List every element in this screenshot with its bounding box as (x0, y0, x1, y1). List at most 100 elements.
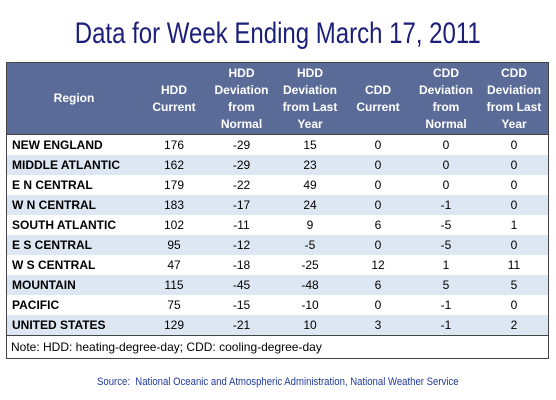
column-header-line: HDD (228, 65, 255, 80)
region-cell: PACIFIC (12, 298, 60, 312)
table-row-w-n-central: W N CENTRAL 183 -17 24 0 -1 0 (7, 195, 548, 215)
region-cell: MIDDLE ATLANTIC (7, 155, 141, 175)
table-row-e-n-central: E N CENTRAL 179 -22 49 0 0 0 (7, 175, 548, 195)
column-header-cdd-current: CDD Current (344, 63, 412, 135)
region-cell: NEW ENGLAND (12, 138, 103, 152)
column-header-line: Deviation (214, 82, 269, 97)
value-cell-hdd-deviation-from-normal: -18 (232, 258, 251, 272)
value-cell-hdd-deviation-from-normal: -21 (207, 315, 276, 335)
value-cell-hdd-deviation-from-last-year: -48 (276, 275, 344, 295)
value-cell-hdd-current: 75 (167, 298, 181, 312)
column-header-line: from (432, 99, 460, 114)
value-cell-hdd-deviation-from-last-year: -5 (276, 235, 344, 255)
value-cell-hdd-deviation-from-normal: -29 (207, 155, 276, 175)
value-cell-cdd-deviation-from-normal: 0 (442, 138, 450, 152)
value-cell-hdd-deviation-from-normal: -45 (207, 275, 276, 295)
value-cell-hdd-current: 95 (141, 235, 207, 255)
value-cell-hdd-current: 183 (141, 195, 207, 215)
table-row-united-states: UNITED STATES 129 -21 10 3 -1 2 (7, 315, 548, 335)
value-cell-cdd-current: 0 (344, 235, 412, 255)
column-header-line: Deviation (486, 82, 541, 97)
value-cell-cdd-current: 0 (344, 195, 412, 215)
value-cell-hdd-deviation-from-last-year: -10 (301, 298, 319, 312)
region-cell: MOUNTAIN (7, 275, 141, 295)
table-header: Region HDD Current HDD Deviation from Normal HD… (7, 63, 548, 135)
column-header-region: Region (7, 63, 141, 135)
value-cell-cdd-current: 6 (344, 275, 412, 295)
value-cell-cdd-deviation-from-last-year: 0 (510, 138, 518, 152)
value-cell-hdd-deviation-from-normal: -29 (232, 138, 251, 152)
value-cell-cdd-deviation-from-last-year: 0 (510, 298, 518, 312)
column-header-line: Deviation (282, 82, 337, 97)
column-header-line: Region (53, 91, 95, 105)
value-cell-hdd-deviation-from-last-year: 15 (303, 138, 317, 152)
page-title: Data for Week Ending March 17, 2011 (74, 17, 481, 50)
region-cell: E N CENTRAL (12, 178, 93, 192)
value-cell-cdd-deviation-from-last-year: 11 (507, 258, 521, 272)
value-cell-cdd-deviation-from-last-year: 0 (510, 178, 518, 192)
region-cell: SOUTH ATLANTIC (12, 218, 116, 232)
table-row-pacific: PACIFIC 75 -15 -10 0 -1 0 (7, 295, 548, 315)
value-cell-hdd-current: 162 (141, 155, 207, 175)
column-header-line: Current (152, 99, 196, 114)
value-cell-hdd-current: 102 (163, 218, 185, 232)
value-cell-cdd-deviation-from-last-year: 1 (510, 218, 518, 232)
value-cell-hdd-deviation-from-normal: -15 (232, 298, 251, 312)
table-row-mountain: MOUNTAIN 115 -45 -48 6 5 5 (7, 275, 548, 295)
column-header-line: Normal (425, 116, 467, 131)
value-cell-cdd-deviation-from-last-year: 0 (480, 155, 548, 175)
source-credit: Source: National Oceanic and Atmospheric… (97, 376, 459, 388)
column-header-hdd-deviation-from-normal: HDD Deviation from Normal (207, 63, 276, 135)
column-header-line: Year (501, 116, 527, 131)
column-header-line: Current (356, 99, 400, 114)
value-cell-cdd-deviation-from-normal: 0 (412, 155, 480, 175)
value-cell-cdd-current: 6 (374, 218, 382, 232)
value-cell-cdd-current: 0 (344, 155, 412, 175)
value-cell-hdd-current: 115 (141, 275, 207, 295)
region-cell: E S CENTRAL (7, 235, 141, 255)
value-cell-hdd-deviation-from-last-year: 10 (276, 315, 344, 335)
table-row-e-s-central: E S CENTRAL 95 -12 -5 0 -5 0 (7, 235, 548, 255)
value-cell-hdd-current: 129 (141, 315, 207, 335)
table-body: NEW ENGLAND 176 -29 15 0 0 0 MIDDLE ATLANTIC 162… (7, 135, 548, 335)
value-cell-hdd-deviation-from-normal: -17 (207, 195, 276, 215)
column-header-line: from (228, 99, 255, 114)
column-header-line: CDD (501, 65, 527, 80)
column-header-hdd-deviation-from-last-year: HDD Deviation from Last Year (276, 63, 344, 135)
column-header-line: CDD (365, 82, 391, 97)
table-row-new-england: NEW ENGLAND 176 -29 15 0 0 0 (7, 135, 548, 156)
value-cell-hdd-deviation-from-last-year: -25 (301, 258, 319, 272)
column-header-cdd-deviation-from-last-year: CDD Deviation from Last Year (480, 63, 548, 135)
table-row-middle-atlantic: MIDDLE ATLANTIC 162 -29 23 0 0 0 (7, 155, 548, 175)
region-cell: W N CENTRAL (7, 195, 141, 215)
value-cell-cdd-current: 0 (374, 178, 382, 192)
value-cell-cdd-deviation-from-normal: -1 (412, 195, 480, 215)
value-cell-hdd-deviation-from-normal: -22 (232, 178, 251, 192)
region-cell: W S CENTRAL (12, 258, 96, 272)
value-cell-hdd-current: 47 (167, 258, 181, 272)
value-cell-cdd-deviation-from-last-year: 2 (480, 315, 548, 335)
column-header-line: HDD (297, 65, 323, 80)
table-note: Note: HDD: heating-degree-day; CDD: cool… (7, 335, 548, 358)
column-header-line: from Last (282, 99, 338, 114)
value-cell-cdd-deviation-from-last-year: 0 (480, 235, 548, 255)
column-header-line: Deviation (418, 82, 473, 97)
column-header-line: HDD (161, 82, 187, 97)
value-cell-cdd-current: 12 (371, 258, 385, 272)
value-cell-hdd-deviation-from-last-year: 24 (276, 195, 344, 215)
value-cell-hdd-deviation-from-last-year: 9 (306, 218, 314, 232)
column-header-line: Normal (220, 116, 263, 131)
value-cell-hdd-deviation-from-last-year: 23 (276, 155, 344, 175)
column-header-cdd-deviation-from-normal: CDD Deviation from Normal (412, 63, 480, 135)
column-header-line: from Last (486, 99, 542, 114)
table-row-south-atlantic: SOUTH ATLANTIC 102 -11 9 6 -5 1 (7, 215, 548, 235)
column-header-line: CDD (433, 65, 459, 80)
value-cell-cdd-deviation-from-normal: 1 (442, 258, 450, 272)
value-cell-cdd-deviation-from-normal: -1 (412, 315, 480, 335)
region-cell: UNITED STATES (7, 315, 141, 335)
table-row-w-s-central: W S CENTRAL 47 -18 -25 12 1 11 (7, 255, 548, 275)
value-cell-cdd-deviation-from-normal: 0 (442, 178, 450, 192)
data-table-box: Region HDD Current HDD Deviation from Normal HD… (6, 62, 549, 359)
value-cell-hdd-deviation-from-normal: -12 (207, 235, 276, 255)
value-cell-cdd-deviation-from-normal: 5 (412, 275, 480, 295)
